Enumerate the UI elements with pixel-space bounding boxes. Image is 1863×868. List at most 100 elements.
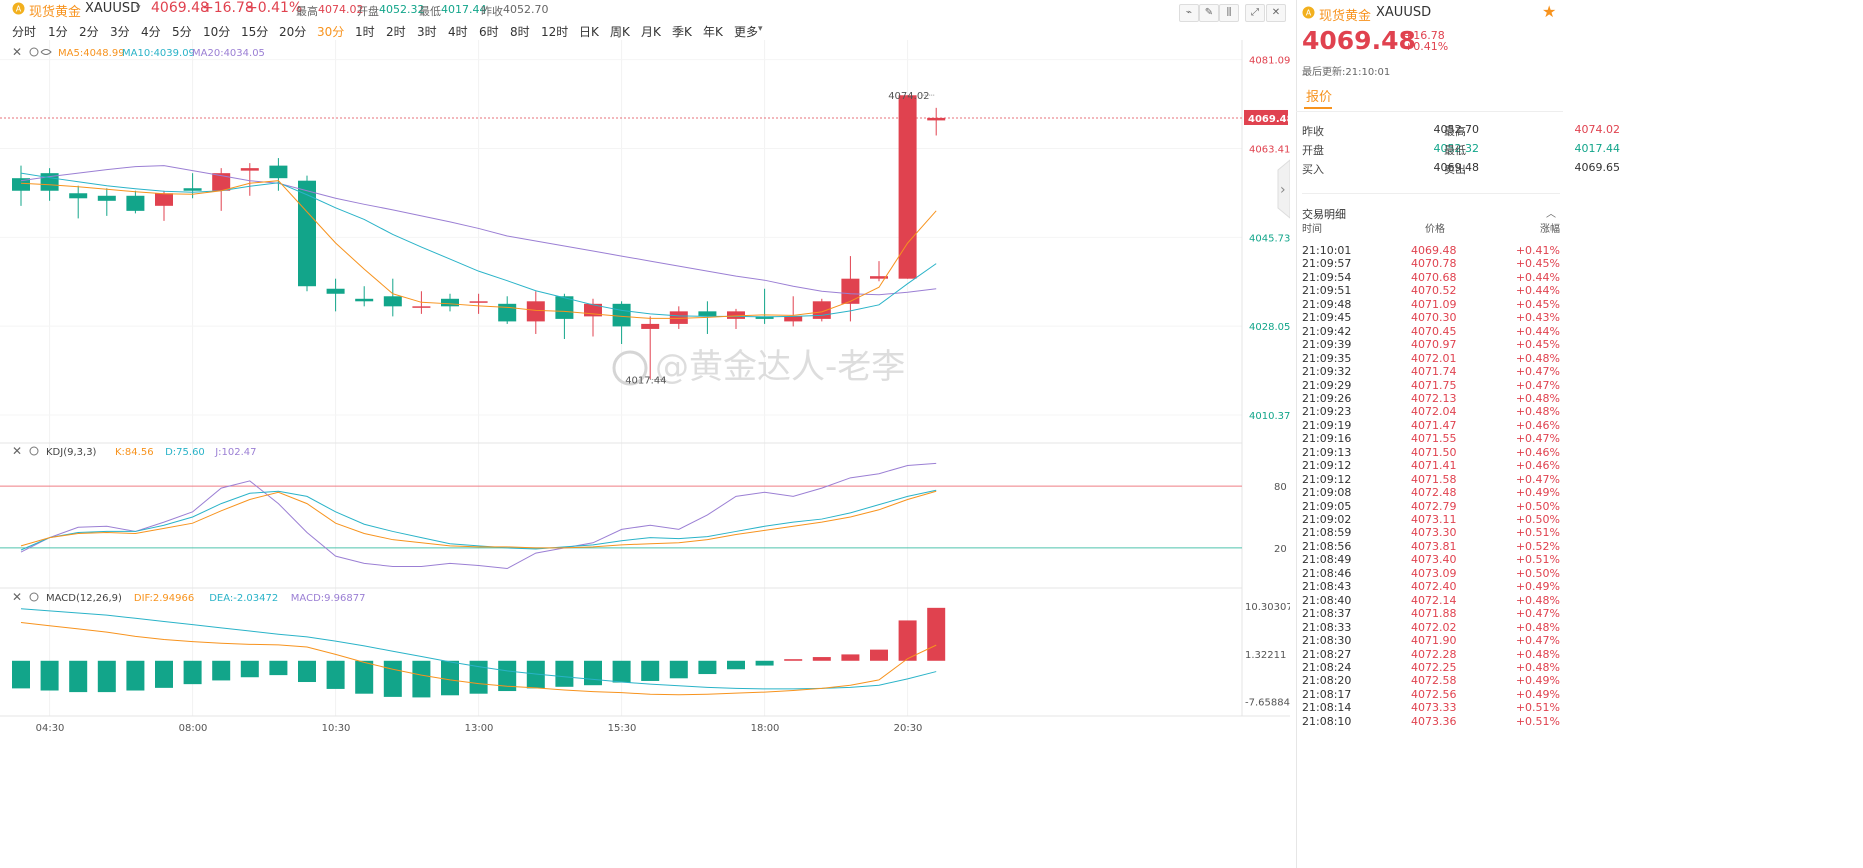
period-tab[interactable]: 3时 bbox=[417, 25, 437, 39]
period-tab[interactable]: 20分 bbox=[279, 25, 307, 39]
kdj-legend-j: J:102.47 bbox=[214, 447, 256, 458]
x-tick-label: 20:30 bbox=[894, 723, 923, 734]
macd-y-tick: 10.30307 bbox=[1245, 602, 1290, 613]
fullscreen-icon[interactable]: ⤢ bbox=[1245, 4, 1265, 22]
period-tab[interactable]: 2时 bbox=[386, 25, 406, 39]
trade-change: +0.47% bbox=[1515, 365, 1560, 379]
trade-price: 4072.40 bbox=[1411, 580, 1457, 594]
trade-time: 21:09:39 bbox=[1302, 338, 1352, 352]
y-tick-label: 4028.05 bbox=[1249, 322, 1290, 333]
open-label: 开盘 bbox=[357, 5, 379, 18]
symbol-name[interactable]: 现货黄金 bbox=[29, 5, 82, 20]
period-tab[interactable]: 日K bbox=[579, 25, 599, 39]
trade-change: +0.47% bbox=[1515, 607, 1560, 621]
header-price: 4069.48 bbox=[151, 0, 209, 16]
trade-price: 4070.52 bbox=[1411, 284, 1457, 298]
macd-bar bbox=[612, 660, 631, 683]
x-tick-label: 13:00 bbox=[465, 723, 494, 734]
trade-time: 21:09:05 bbox=[1302, 499, 1352, 513]
trade-time: 21:09:32 bbox=[1302, 365, 1352, 379]
period-tab[interactable]: 1分 bbox=[48, 25, 68, 39]
trades-title: 交易明细 bbox=[1302, 208, 1346, 221]
macd-bar bbox=[97, 660, 116, 693]
chevron-down-icon[interactable]: ▾ bbox=[136, 3, 141, 13]
period-tab[interactable]: 8时 bbox=[510, 25, 530, 39]
period-tab[interactable]: 3分 bbox=[110, 25, 130, 39]
candle-body bbox=[555, 296, 574, 319]
candle-body bbox=[898, 95, 917, 279]
ma20-legend: MA20:4034.05 bbox=[192, 48, 265, 59]
ma5-legend: MA5:4048.99 bbox=[58, 48, 125, 59]
macd-histogram bbox=[12, 607, 946, 698]
x-tick-label: 18:00 bbox=[751, 723, 780, 734]
period-tab[interactable]: 2分 bbox=[79, 25, 99, 39]
candle-body bbox=[383, 296, 402, 307]
trade-row: 21:09:12 4071.58 +0.47% bbox=[1302, 473, 1560, 486]
macd-legend-dea: DEA:-2.03472 bbox=[209, 593, 278, 604]
period-tab[interactable]: 分时 bbox=[12, 25, 37, 39]
trade-price: 4070.78 bbox=[1411, 257, 1457, 271]
period-tab[interactable]: 30分 bbox=[317, 25, 345, 39]
period-tab[interactable]: 月K bbox=[641, 25, 661, 39]
candle-type-icon[interactable]: ⫼ bbox=[1219, 4, 1239, 22]
trade-time: 21:08:27 bbox=[1302, 647, 1352, 661]
candle-body bbox=[526, 301, 545, 322]
trade-price: 4071.47 bbox=[1411, 418, 1457, 432]
trade-time: 21:08:56 bbox=[1302, 539, 1352, 553]
trade-row: 21:09:12 4071.41 +0.46% bbox=[1302, 459, 1560, 472]
svg-text:A: A bbox=[16, 5, 22, 14]
period-tab[interactable]: 4时 bbox=[448, 25, 468, 39]
period-tab[interactable]: 5分 bbox=[172, 25, 192, 39]
trade-price: 4071.50 bbox=[1411, 445, 1457, 459]
period-tab[interactable]: 6时 bbox=[479, 25, 499, 39]
period-tab[interactable]: 10分 bbox=[203, 25, 231, 39]
trade-row: 21:09:05 4072.79 +0.50% bbox=[1302, 500, 1560, 513]
macd-bar bbox=[155, 660, 173, 688]
trade-time: 21:09:08 bbox=[1302, 486, 1352, 500]
macd-legend-macd: MACD:9.96877 bbox=[291, 593, 366, 604]
trade-price: 4072.14 bbox=[1411, 593, 1457, 607]
chevron-up-icon[interactable]: ︿ bbox=[1546, 209, 1556, 220]
trade-change: +0.45% bbox=[1515, 257, 1560, 271]
trade-time: 21:08:37 bbox=[1302, 607, 1352, 621]
trade-price: 4070.68 bbox=[1411, 270, 1457, 284]
quote-value: 4052.32 bbox=[1433, 142, 1480, 155]
trade-change: +0.45% bbox=[1515, 297, 1560, 311]
high-value: 4074.02 bbox=[318, 3, 364, 16]
prev-close-label: 昨收 bbox=[481, 5, 503, 18]
trade-change: +0.48% bbox=[1515, 647, 1560, 661]
period-tab[interactable]: 季K bbox=[672, 25, 692, 39]
period-tab[interactable]: 15分 bbox=[241, 25, 269, 39]
x-tick-label: 10:30 bbox=[322, 723, 351, 734]
gold-coin-icon: A bbox=[1302, 6, 1315, 22]
period-tab[interactable]: 4分 bbox=[141, 25, 161, 39]
trade-row: 21:08:24 4072.25 +0.48% bbox=[1302, 661, 1560, 674]
period-tab[interactable]: 更多 bbox=[734, 25, 759, 39]
trade-time: 21:09:29 bbox=[1302, 378, 1352, 392]
trade-change: +0.47% bbox=[1515, 432, 1560, 446]
draw-pen-icon[interactable]: ✎ bbox=[1199, 4, 1219, 22]
trade-time: 21:08:43 bbox=[1302, 580, 1352, 594]
macd-bar bbox=[40, 660, 59, 691]
kdj-k-line bbox=[20, 490, 937, 549]
candle-body bbox=[183, 188, 202, 191]
favorite-star-icon[interactable]: ★ bbox=[1542, 2, 1557, 21]
candle-body bbox=[441, 298, 459, 307]
trade-row: 21:09:19 4071.47 +0.46% bbox=[1302, 419, 1560, 432]
trade-row: 21:09:45 4070.30 +0.43% bbox=[1302, 311, 1560, 324]
kline-chart[interactable]: 4081.09 4063.41 4045.73 4028.05 4010.37 @黄金达人… bbox=[0, 40, 1290, 740]
period-tab[interactable]: 12时 bbox=[541, 25, 569, 39]
trade-row: 21:09:57 4070.78 +0.45% bbox=[1302, 257, 1560, 270]
line-chart-icon[interactable]: ⌁ bbox=[1179, 4, 1199, 22]
period-tab[interactable]: 年K bbox=[703, 25, 723, 39]
period-tab[interactable]: 1时 bbox=[355, 25, 375, 39]
tab-quote[interactable]: 报价 bbox=[1306, 90, 1333, 105]
period-tab[interactable]: 周K bbox=[610, 25, 630, 39]
macd-bar bbox=[841, 654, 860, 661]
symbol-code[interactable]: XAUUSD bbox=[85, 1, 141, 16]
chevron-down-icon[interactable]: ▾ bbox=[758, 24, 763, 34]
close-icon[interactable]: ✕ bbox=[1266, 4, 1286, 22]
candle-body bbox=[269, 165, 288, 179]
trade-change: +0.50% bbox=[1515, 513, 1560, 526]
side-change-pct: +0.41% bbox=[1404, 40, 1449, 53]
